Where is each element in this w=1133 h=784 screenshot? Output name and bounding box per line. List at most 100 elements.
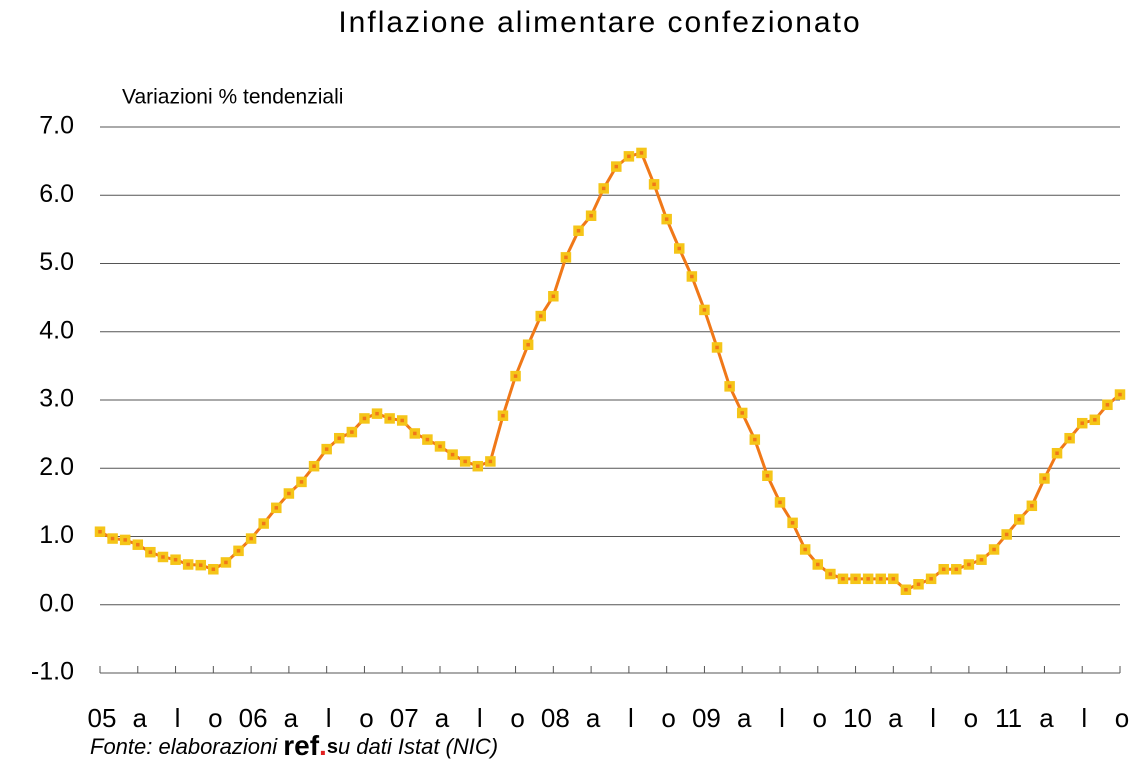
data-marker — [409, 428, 421, 439]
data-marker — [825, 568, 836, 580]
data-marker — [1039, 473, 1050, 484]
data-marker — [447, 449, 458, 460]
data-marker — [94, 526, 106, 537]
data-marker — [611, 161, 622, 172]
x-tick-label: 11 — [995, 703, 1022, 733]
data-marker — [1051, 447, 1063, 459]
y-tick-label: 3.0 — [39, 385, 74, 413]
x-tick-label: o — [1115, 703, 1129, 733]
y-tick-label: 6.0 — [39, 180, 74, 208]
x-tick-label: o — [813, 703, 827, 733]
x-tick-label: 06 — [239, 703, 268, 733]
data-marker — [888, 573, 899, 585]
data-marker — [145, 546, 156, 558]
y-tick-label: 5.0 — [39, 248, 74, 276]
data-marker — [1114, 389, 1126, 400]
data-marker — [573, 225, 584, 236]
x-tick-label: l — [628, 703, 634, 733]
data-marker — [560, 252, 572, 263]
data-marker — [485, 456, 496, 467]
chart-title: Inflazione alimentare confezionato — [338, 6, 861, 39]
data-marker — [245, 533, 257, 544]
data-marker — [862, 573, 874, 585]
data-marker — [459, 456, 471, 467]
source-text: Fonte: elaborazioni — [90, 734, 283, 759]
x-tick-label: a — [888, 703, 903, 733]
data-marker — [976, 554, 987, 565]
x-tick-label: o — [359, 703, 373, 733]
data-marker — [988, 544, 1000, 555]
data-marker — [1064, 432, 1075, 444]
data-marker — [170, 554, 181, 565]
x-tick-label: a — [1039, 703, 1054, 733]
data-marker — [535, 310, 546, 322]
data-marker — [686, 271, 698, 282]
data-marker — [661, 213, 672, 225]
data-marker — [699, 304, 710, 316]
data-marker — [636, 147, 647, 159]
data-marker — [220, 557, 232, 568]
data-marker — [1076, 417, 1088, 429]
x-tick-label: l — [779, 703, 785, 733]
data-marker — [384, 413, 395, 424]
data-marker — [963, 559, 975, 570]
data-marker — [233, 545, 244, 557]
data-marker — [837, 573, 849, 585]
data-marker — [875, 573, 886, 585]
data-marker — [434, 441, 446, 452]
data-marker — [674, 243, 685, 254]
data-marker — [258, 518, 269, 529]
data-marker — [1026, 500, 1038, 512]
data-marker — [724, 381, 735, 392]
x-tick-label: a — [133, 703, 148, 733]
data-marker — [749, 434, 761, 445]
data-marker — [334, 432, 345, 444]
x-tick-label: a — [284, 703, 299, 733]
data-marker — [951, 564, 962, 575]
y-tick-label: 1.0 — [39, 521, 74, 549]
y-tick-label: 7.0 — [39, 112, 74, 140]
data-marker — [598, 183, 609, 194]
data-marker — [510, 370, 521, 382]
x-tick-label: l — [326, 703, 332, 733]
data-marker — [195, 559, 206, 571]
x-tick-label: o — [964, 703, 978, 733]
x-tick-label: 10 — [843, 703, 872, 733]
data-marker — [119, 534, 131, 546]
data-marker — [107, 533, 118, 544]
x-tick-label: o — [661, 703, 675, 733]
data-marker — [157, 551, 169, 563]
data-marker — [283, 488, 295, 499]
x-tick-label: 05 — [88, 703, 117, 733]
data-marker — [346, 426, 358, 438]
data-marker — [799, 544, 811, 555]
data-line — [99, 151, 1121, 592]
data-marker — [648, 179, 660, 190]
data-marker — [762, 470, 773, 482]
y-tick-label: -1.0 — [31, 658, 74, 686]
data-marker — [774, 497, 786, 508]
x-tick-label: o — [510, 703, 524, 733]
data-marker — [812, 559, 824, 570]
data-marker — [925, 573, 937, 585]
data-marker — [850, 573, 861, 585]
x-tick-label: l — [477, 703, 483, 733]
source-brand-s: s — [327, 736, 338, 758]
data-marker — [938, 564, 949, 575]
x-tick-label: 09 — [692, 703, 721, 733]
source-brand-dot: . — [319, 730, 327, 761]
data-marker — [182, 559, 194, 570]
data-marker — [132, 539, 144, 550]
x-tick-label: a — [737, 703, 752, 733]
y-tick-label: 0.0 — [39, 589, 74, 617]
data-marker — [711, 342, 723, 353]
x-tick-label: l — [930, 703, 936, 733]
data-marker — [522, 339, 534, 350]
data-marker — [321, 443, 332, 455]
data-marker — [913, 579, 924, 590]
data-marker — [548, 291, 559, 302]
x-tick-label: a — [586, 703, 601, 733]
data-marker — [472, 460, 484, 472]
y-axis-label: Variazioni % tendenziali — [122, 86, 343, 109]
